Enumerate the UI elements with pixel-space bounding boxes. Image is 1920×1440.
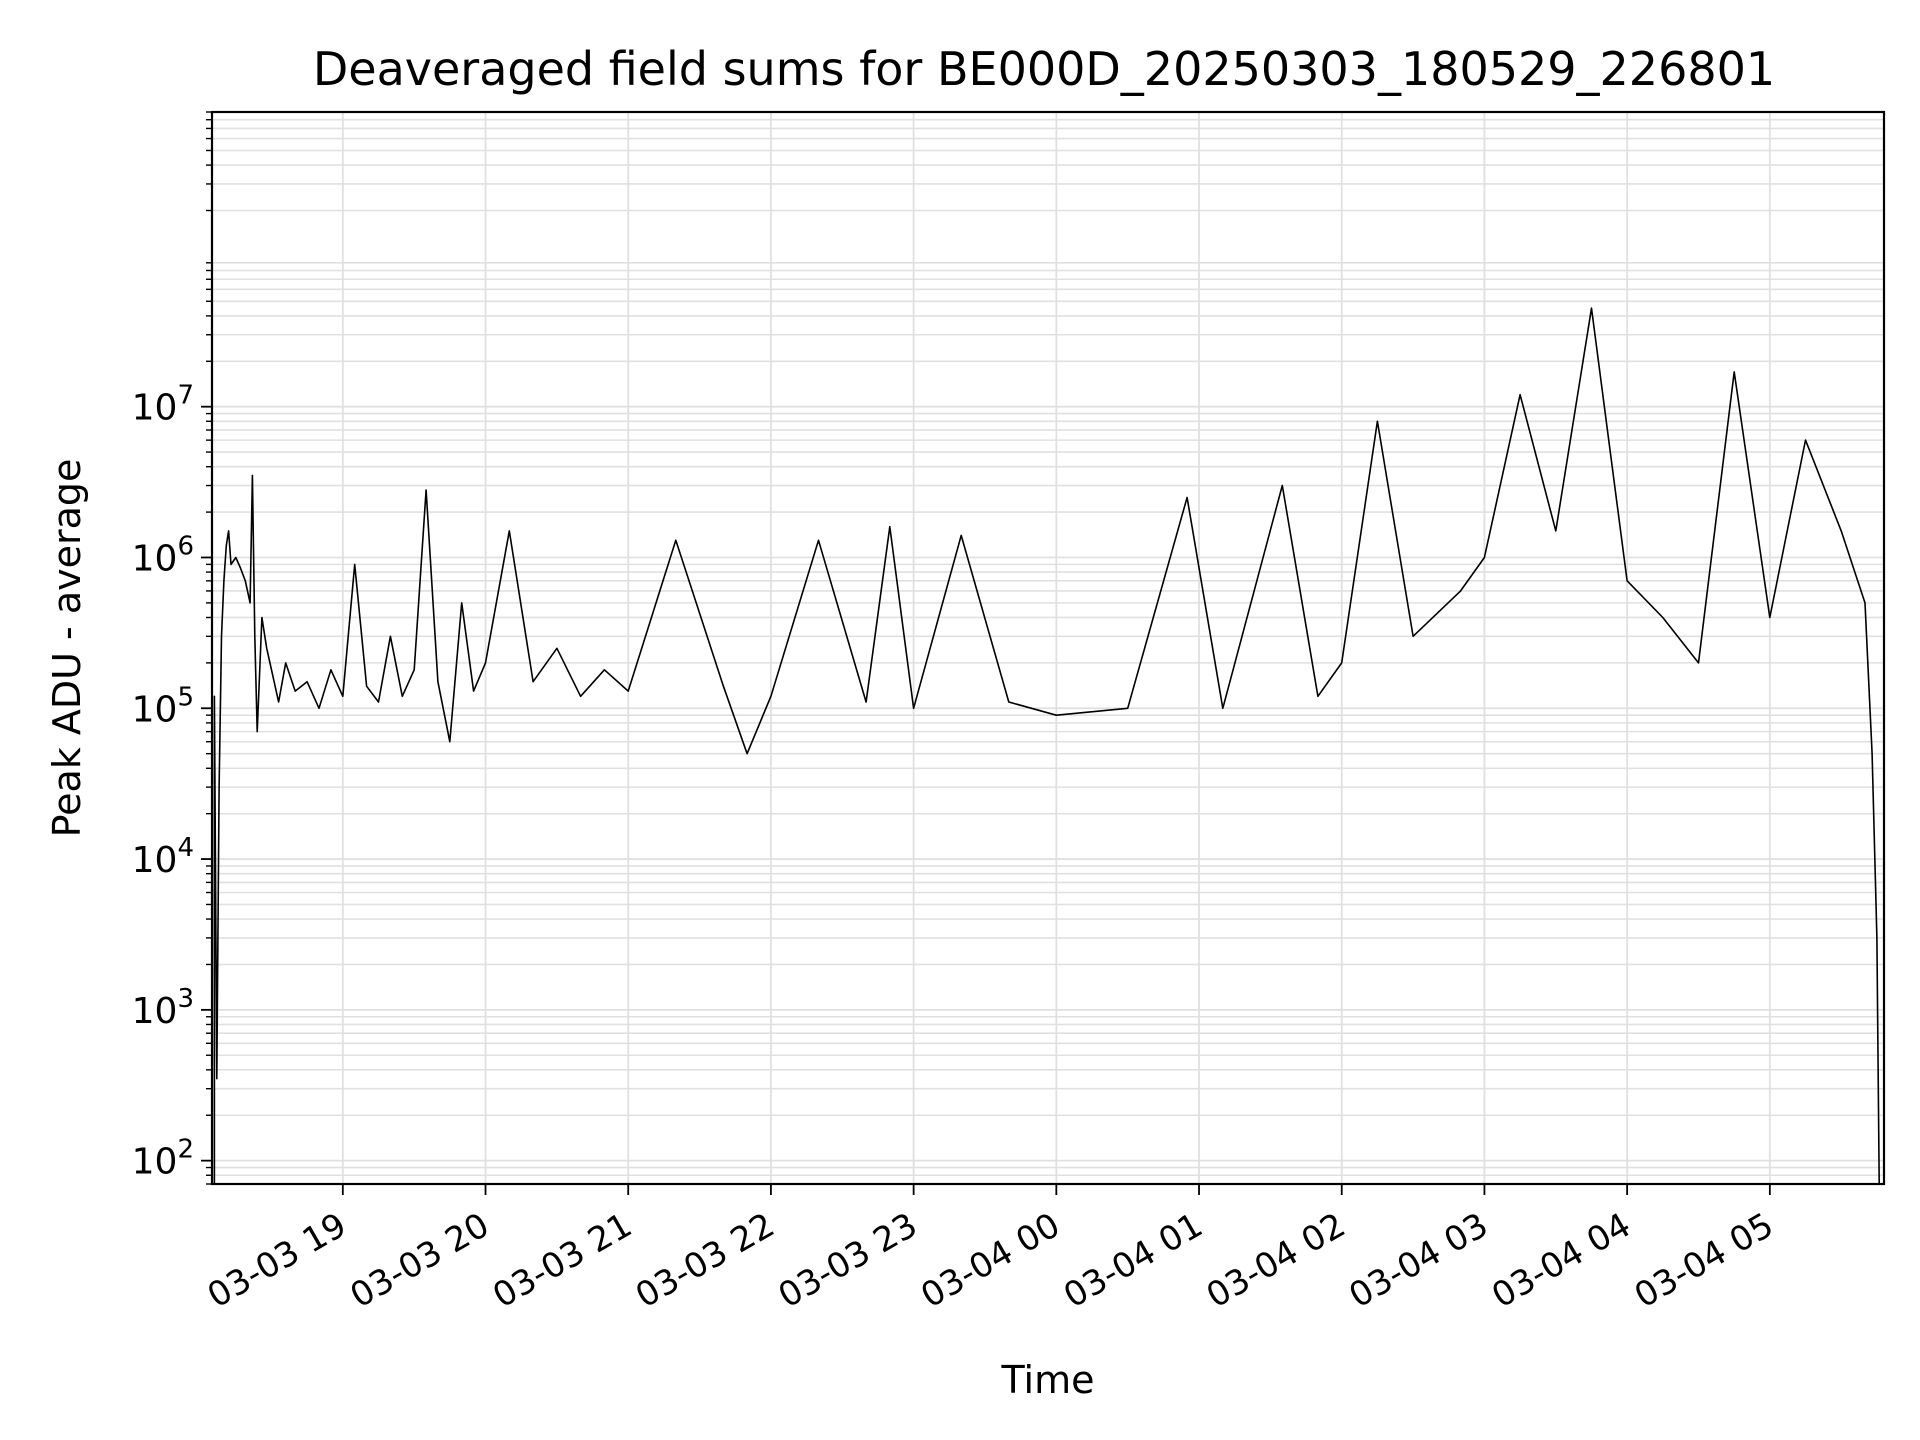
y-tick-label-exponent: 6 xyxy=(177,531,194,561)
y-tick-label-base: 10 xyxy=(132,388,178,429)
y-tick-label-exponent: 2 xyxy=(177,1135,194,1165)
x-axis-label: Time xyxy=(1001,1358,1095,1402)
y-tick-label: 106 xyxy=(132,531,194,579)
series-layer xyxy=(213,307,1880,1185)
y-tick-label-base: 10 xyxy=(132,840,178,881)
plot-area-frame xyxy=(210,110,1886,1186)
series-line xyxy=(213,307,1880,1185)
y-tick-label-base: 10 xyxy=(132,689,178,730)
grid-layer xyxy=(212,111,1884,1185)
y-tick-label: 102 xyxy=(132,1135,194,1183)
y-tick-label-exponent: 5 xyxy=(177,682,194,712)
y-tick-label-base: 10 xyxy=(132,991,178,1032)
y-tick-label-exponent: 4 xyxy=(177,833,194,863)
y-tick-label: 103 xyxy=(132,984,194,1032)
y-tick-label: 107 xyxy=(132,381,194,429)
y-tick-label-exponent: 3 xyxy=(177,984,194,1014)
y-tick-label: 104 xyxy=(132,833,194,881)
y-tick-label-exponent: 7 xyxy=(177,381,194,411)
chart-title: Deaveraged field sums for BE000D_2025030… xyxy=(313,42,1775,96)
y-tick-label: 105 xyxy=(132,682,194,730)
y-tick-label-base: 10 xyxy=(132,538,178,579)
y-tick-label-base: 10 xyxy=(132,1142,178,1183)
y-axis-label: Peak ADU - average xyxy=(45,459,89,838)
